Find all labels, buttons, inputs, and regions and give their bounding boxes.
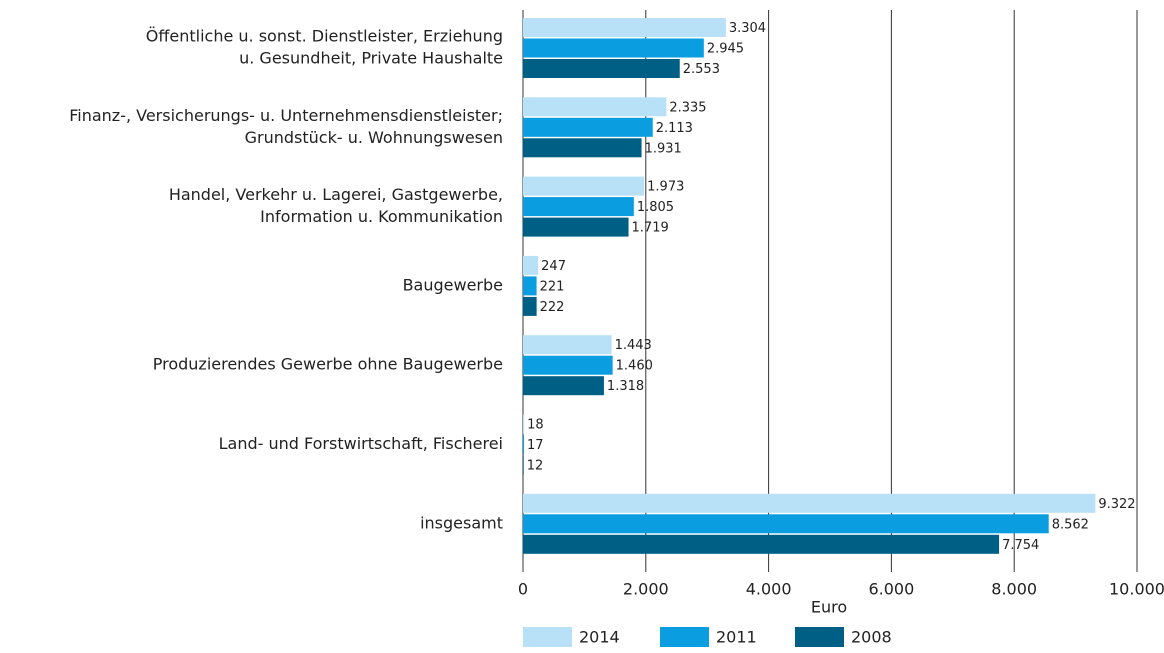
legend-label: 2014 bbox=[579, 628, 620, 647]
bar bbox=[523, 376, 604, 396]
bar bbox=[523, 514, 1049, 534]
value-label: 8.562 bbox=[1052, 517, 1089, 532]
category-label: Finanz-, Versicherungs- u. Unternehmensd… bbox=[69, 106, 503, 125]
bar bbox=[523, 59, 680, 78]
x-tick-label: 0 bbox=[518, 580, 528, 599]
category-label: Öffentliche u. sonst. Dienstleister, Erz… bbox=[146, 27, 503, 46]
value-label: 2.113 bbox=[656, 121, 693, 136]
legend-swatch bbox=[660, 627, 709, 647]
x-tick-label: 2.000 bbox=[623, 580, 669, 599]
value-label: 7.754 bbox=[1002, 538, 1039, 553]
x-tick-label: 8.000 bbox=[991, 580, 1037, 599]
value-label: 1.719 bbox=[632, 221, 669, 236]
bar bbox=[523, 335, 612, 355]
category-label: Produzierendes Gewerbe ohne Baugewerbe bbox=[153, 355, 503, 374]
x-tick-label: 10.000 bbox=[1109, 580, 1164, 599]
value-label: 2.335 bbox=[669, 100, 706, 115]
legend-label: 2008 bbox=[851, 628, 892, 647]
category-label: Information u. Kommunikation bbox=[260, 207, 503, 226]
value-label: 17 bbox=[527, 438, 544, 453]
value-label: 9.322 bbox=[1098, 497, 1135, 512]
legend-label: 2011 bbox=[716, 628, 757, 647]
bar bbox=[523, 38, 704, 58]
value-label: 2.553 bbox=[683, 62, 720, 77]
bar bbox=[523, 493, 1096, 513]
bar bbox=[523, 414, 525, 434]
category-label: insgesamt bbox=[420, 513, 503, 532]
value-label: 247 bbox=[541, 259, 566, 274]
value-label: 1.931 bbox=[645, 141, 682, 156]
bar bbox=[523, 97, 667, 117]
value-label: 1.805 bbox=[637, 200, 674, 215]
value-label: 1.443 bbox=[615, 338, 652, 353]
bar bbox=[523, 117, 653, 137]
bar bbox=[523, 138, 642, 158]
x-axis-label: Euro bbox=[811, 598, 847, 617]
category-label: Grundstück- u. Wohnungswesen bbox=[245, 128, 503, 147]
bar bbox=[523, 296, 537, 316]
category-label: Handel, Verkehr u. Lagerei, Gastgewerbe, bbox=[169, 185, 503, 204]
bar bbox=[523, 197, 634, 217]
value-label: 3.304 bbox=[729, 21, 766, 36]
bar bbox=[523, 176, 645, 196]
value-label: 12 bbox=[527, 459, 544, 474]
bar bbox=[523, 18, 726, 37]
bar bbox=[523, 534, 1000, 554]
legend-swatch bbox=[523, 627, 572, 647]
value-label: 1.460 bbox=[616, 359, 653, 374]
bar bbox=[523, 455, 524, 475]
x-tick-label: 4.000 bbox=[746, 580, 792, 599]
value-label: 221 bbox=[540, 279, 565, 294]
value-label: 18 bbox=[527, 418, 544, 433]
bar bbox=[523, 276, 537, 296]
category-label: Land- und Forstwirtschaft, Fischerei bbox=[219, 434, 503, 453]
value-label: 2.945 bbox=[707, 42, 744, 57]
value-label: 1.973 bbox=[647, 180, 684, 195]
x-tick-label: 6.000 bbox=[868, 580, 914, 599]
bar bbox=[523, 355, 613, 375]
value-label: 1.318 bbox=[607, 379, 644, 394]
category-label: Baugewerbe bbox=[403, 275, 503, 294]
bar bbox=[523, 217, 629, 237]
value-label: 222 bbox=[540, 300, 565, 315]
bar bbox=[523, 435, 525, 454]
legend-swatch bbox=[795, 627, 844, 647]
category-label: u. Gesundheit, Private Haushalte bbox=[239, 49, 503, 68]
bar bbox=[523, 255, 539, 275]
